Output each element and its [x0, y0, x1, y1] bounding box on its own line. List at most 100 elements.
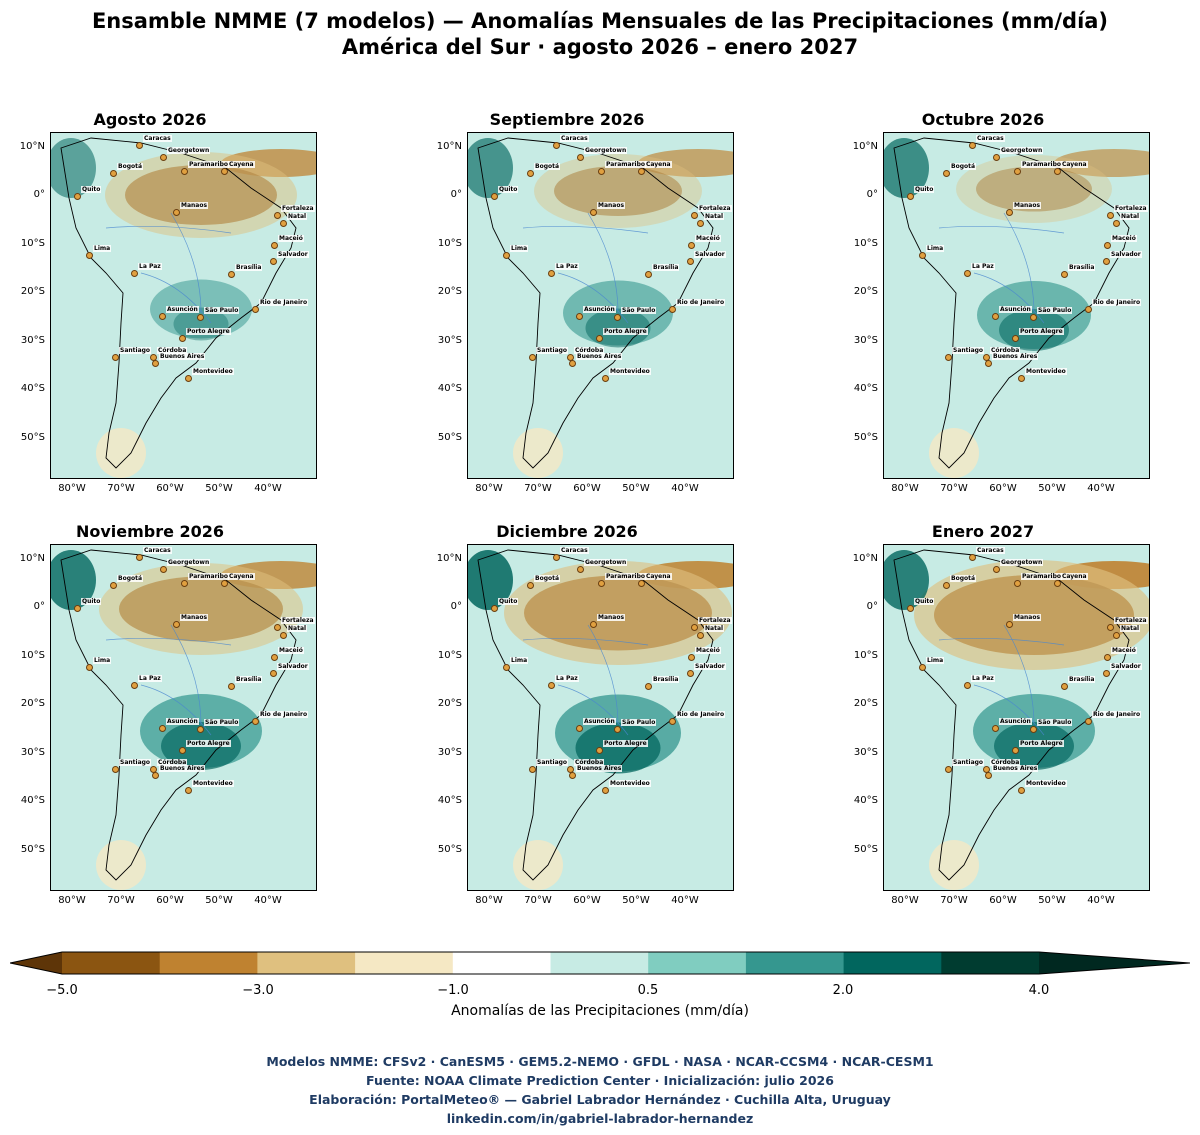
city-label: Asunción — [999, 718, 1032, 725]
city-marker — [529, 354, 536, 361]
lon-tick-label: 60°W — [989, 895, 1017, 906]
map-area: Caracas Georgetown Bogotá Paramaribo Cayena Q… — [467, 132, 734, 479]
city-marker — [228, 683, 235, 690]
city-marker — [919, 664, 926, 671]
city-label: Salvador — [277, 663, 309, 670]
city-label: Lima — [510, 245, 529, 252]
lon-tick-label: 80°W — [58, 483, 86, 494]
city-label: Montevideo — [1025, 368, 1067, 375]
panel-title: Noviembre 2026 — [75, 522, 225, 541]
city-marker — [569, 360, 576, 367]
panel-title: Septiembre 2026 — [489, 110, 645, 129]
lon-tick-label: 60°W — [573, 895, 601, 906]
city-label: Georgetown — [1000, 559, 1044, 566]
lat-tick-label: 0° — [866, 601, 878, 612]
lat-tick-label: 0° — [33, 601, 45, 612]
city-marker — [1018, 375, 1025, 382]
city-marker — [1030, 314, 1037, 321]
city-label: Lima — [926, 245, 945, 252]
city-label: Santiago — [536, 759, 569, 766]
city-label: Montevideo — [192, 368, 234, 375]
lat-tick-label: 10°N — [436, 141, 462, 152]
lat-tick-label: 50°S — [20, 844, 45, 855]
city-marker — [645, 271, 652, 278]
city-marker — [252, 306, 259, 313]
city-marker — [86, 664, 93, 671]
panel-title: Enero 2027 — [931, 522, 1035, 541]
lon-tick-label: 40°W — [254, 483, 282, 494]
city-marker — [491, 193, 498, 200]
lon-tick-label: 70°W — [940, 483, 968, 494]
city-marker — [131, 270, 138, 277]
city-label: Santiago — [119, 347, 152, 354]
city-label: Porto Alegre — [1019, 740, 1064, 747]
city-marker — [576, 725, 583, 732]
city-label: La Paz — [138, 263, 162, 270]
city-label: Rio de Janeiro — [259, 711, 309, 718]
city-marker — [185, 375, 192, 382]
city-label: La Paz — [971, 263, 995, 270]
city-label: Caracas — [143, 547, 172, 554]
city-marker — [1085, 718, 1092, 725]
city-label: Bogotá — [950, 575, 977, 582]
lat-tick-label: 10°N — [852, 141, 878, 152]
city-marker — [638, 580, 645, 587]
lat-tick-label: 40°S — [437, 383, 462, 394]
city-label: Porto Alegre — [603, 328, 648, 335]
city-marker — [1014, 168, 1021, 175]
city-marker — [907, 605, 914, 612]
lat-tick-label: 10°S — [853, 238, 878, 249]
city-label: Santiago — [536, 347, 569, 354]
city-label: Rio de Janeiro — [1092, 299, 1142, 306]
lat-tick-label: 20°S — [20, 698, 45, 709]
city-marker — [221, 168, 228, 175]
city-label: Porto Alegre — [186, 328, 231, 335]
city-label: Lima — [510, 657, 529, 664]
city-label: Fortaleza — [1114, 205, 1148, 212]
city-marker — [270, 670, 277, 677]
city-label: Montevideo — [1025, 780, 1067, 787]
city-marker — [503, 664, 510, 671]
lon-tick-label: 50°W — [1038, 895, 1066, 906]
city-marker — [271, 242, 278, 249]
lon-tick-label: 40°W — [1087, 895, 1115, 906]
city-label: Bogotá — [117, 575, 144, 582]
city-marker — [179, 747, 186, 754]
map-panel-4: Noviembre 2026 Caracas Georgetown Bogotá Par… — [0, 522, 317, 912]
city-marker — [993, 566, 1000, 573]
lat-tick-label: 50°S — [853, 844, 878, 855]
city-marker — [228, 271, 235, 278]
city-label: Cayena — [1061, 573, 1088, 580]
city-marker — [645, 683, 652, 690]
city-label: Paramaribo — [605, 573, 647, 580]
city-label: Porto Alegre — [603, 740, 648, 747]
city-label: Montevideo — [609, 780, 651, 787]
city-label: Maceió — [695, 235, 721, 242]
city-label: Brasília — [652, 264, 680, 271]
lon-tick-label: 60°W — [989, 483, 1017, 494]
city-label: Buenos Aires — [576, 765, 623, 772]
colorbar — [10, 951, 1190, 975]
city-label: Quito — [81, 186, 102, 193]
lat-tick-label: 20°S — [437, 286, 462, 297]
city-marker — [221, 580, 228, 587]
city-label: Rio de Janeiro — [259, 299, 309, 306]
city-marker — [1104, 242, 1111, 249]
city-label: Caracas — [976, 135, 1005, 142]
city-label: São Paulo — [1037, 307, 1073, 314]
lon-tick-label: 70°W — [524, 895, 552, 906]
city-label: Cayena — [645, 573, 672, 580]
city-label: Brasília — [235, 264, 263, 271]
lat-tick-label: 40°S — [437, 795, 462, 806]
city-marker — [110, 170, 117, 177]
city-label: Fortaleza — [698, 205, 732, 212]
city-marker — [1006, 209, 1013, 216]
city-label: Georgetown — [167, 559, 211, 566]
lat-tick-label: 50°S — [20, 432, 45, 443]
city-marker — [553, 554, 560, 561]
city-label: Quito — [914, 598, 935, 605]
city-label: Natal — [287, 213, 308, 220]
footer-credits: Elaboración: PortalMeteo® — Gabriel Labr… — [309, 1092, 891, 1107]
city-marker — [553, 142, 560, 149]
city-marker — [527, 582, 534, 589]
